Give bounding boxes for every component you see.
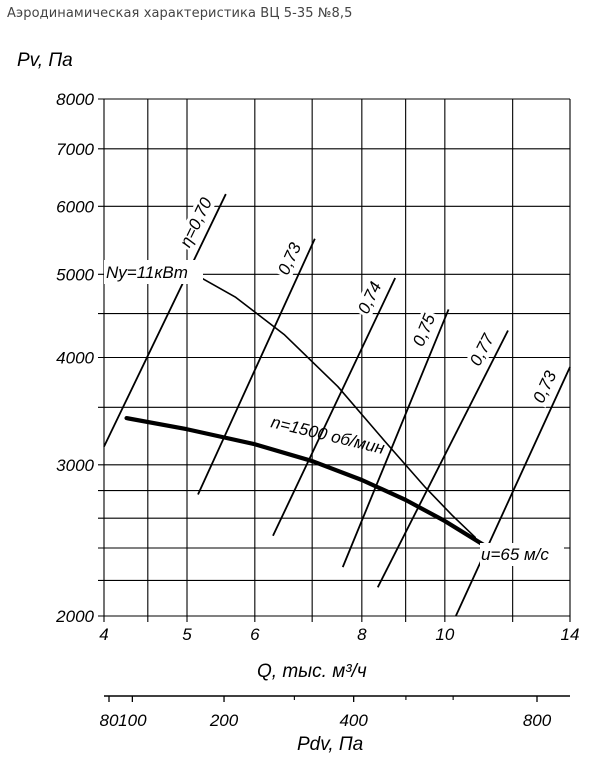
power-curve [200, 277, 476, 539]
power-label-bg [104, 260, 203, 284]
x-tick-label: 14 [561, 625, 580, 644]
tick-labels: 4 5 6 8 10 14 2000 3000 4000 5000 6000 7000 8000 [55, 90, 579, 644]
x-axis-title: Q, тыс. м³/ч [257, 661, 367, 682]
secondary-tick-label: 400 [339, 711, 368, 730]
efficiency-line [341, 309, 450, 568]
efficiency-line [376, 330, 509, 588]
efficiency-label: η=0,70 [176, 194, 216, 250]
velocity-annotation: u=65 м/с [481, 545, 549, 564]
y-tick-label: 2000 [55, 607, 94, 626]
y-tick-label: 5000 [56, 265, 94, 284]
secondary-tick-label: 800 [523, 711, 552, 730]
x-tick-label: 6 [250, 625, 260, 644]
efficiency-label-bg [175, 192, 218, 253]
secondary-axis: 80 100 200 400 800 [100, 695, 570, 730]
page-title: Аэродинамическая характеристика ВЦ 5-35 … [7, 6, 353, 21]
x-tick-label: 10 [435, 625, 454, 644]
y-tick-label: 8000 [56, 90, 94, 109]
efficiency-label-bg [408, 308, 441, 351]
x-tick-label: 5 [182, 625, 192, 644]
y-tick-label: 3000 [56, 456, 94, 475]
y-tick-label: 6000 [56, 197, 94, 216]
secondary-tick-label: 100 [118, 711, 147, 730]
efficiency-line [197, 238, 316, 495]
x-tick-label: 4 [99, 625, 108, 644]
efficiency-label-bg [465, 328, 500, 371]
secondary-axis-title: Pdv, Па [297, 734, 363, 755]
efficiency-label-bg [273, 237, 307, 280]
x-tick-label: 8 [357, 625, 367, 644]
pressure-curve [124, 416, 486, 548]
grid [98, 98, 571, 622]
efficiency-label-bg [353, 277, 387, 319]
y-tick-label: 7000 [56, 140, 94, 159]
secondary-tick-label: 200 [209, 711, 239, 730]
power-curve-label: Ny=11кВт [106, 263, 188, 282]
y-axis-title: Pv, Па [17, 50, 73, 71]
velocity-label-bg [480, 543, 564, 566]
efficiency-line [455, 366, 571, 617]
curves [124, 277, 486, 548]
efficiency-label-bg [528, 365, 562, 408]
secondary-tick-label: 80 [100, 711, 119, 730]
efficiency-line [103, 193, 227, 447]
y-tick-label: 4000 [56, 349, 94, 368]
efficiency-line [272, 277, 396, 537]
